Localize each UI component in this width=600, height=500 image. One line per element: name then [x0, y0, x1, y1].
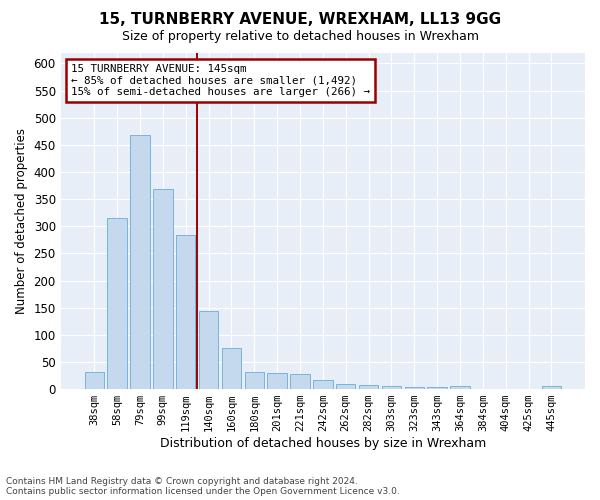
Bar — [153, 190, 173, 389]
Bar — [404, 387, 424, 389]
Text: 15, TURNBERRY AVENUE, WREXHAM, LL13 9GG: 15, TURNBERRY AVENUE, WREXHAM, LL13 9GG — [99, 12, 501, 26]
Bar — [221, 348, 241, 389]
Bar — [245, 372, 264, 389]
Text: Contains HM Land Registry data © Crown copyright and database right 2024.: Contains HM Land Registry data © Crown c… — [6, 477, 358, 486]
Bar — [107, 218, 127, 389]
Bar — [268, 374, 287, 389]
Bar — [542, 386, 561, 389]
Bar — [450, 386, 470, 389]
X-axis label: Distribution of detached houses by size in Wrexham: Distribution of detached houses by size … — [160, 437, 486, 450]
Text: Size of property relative to detached houses in Wrexham: Size of property relative to detached ho… — [121, 30, 479, 43]
Bar — [130, 135, 149, 389]
Text: 15 TURNBERRY AVENUE: 145sqm
← 85% of detached houses are smaller (1,492)
15% of : 15 TURNBERRY AVENUE: 145sqm ← 85% of det… — [71, 64, 370, 98]
Bar — [85, 372, 104, 389]
Bar — [199, 312, 218, 389]
Bar — [427, 388, 447, 389]
Text: Contains public sector information licensed under the Open Government Licence v3: Contains public sector information licen… — [6, 487, 400, 496]
Y-axis label: Number of detached properties: Number of detached properties — [15, 128, 28, 314]
Bar — [313, 380, 332, 389]
Bar — [336, 384, 355, 389]
Bar — [290, 374, 310, 389]
Bar — [176, 235, 196, 389]
Bar — [382, 386, 401, 389]
Bar — [359, 386, 378, 389]
